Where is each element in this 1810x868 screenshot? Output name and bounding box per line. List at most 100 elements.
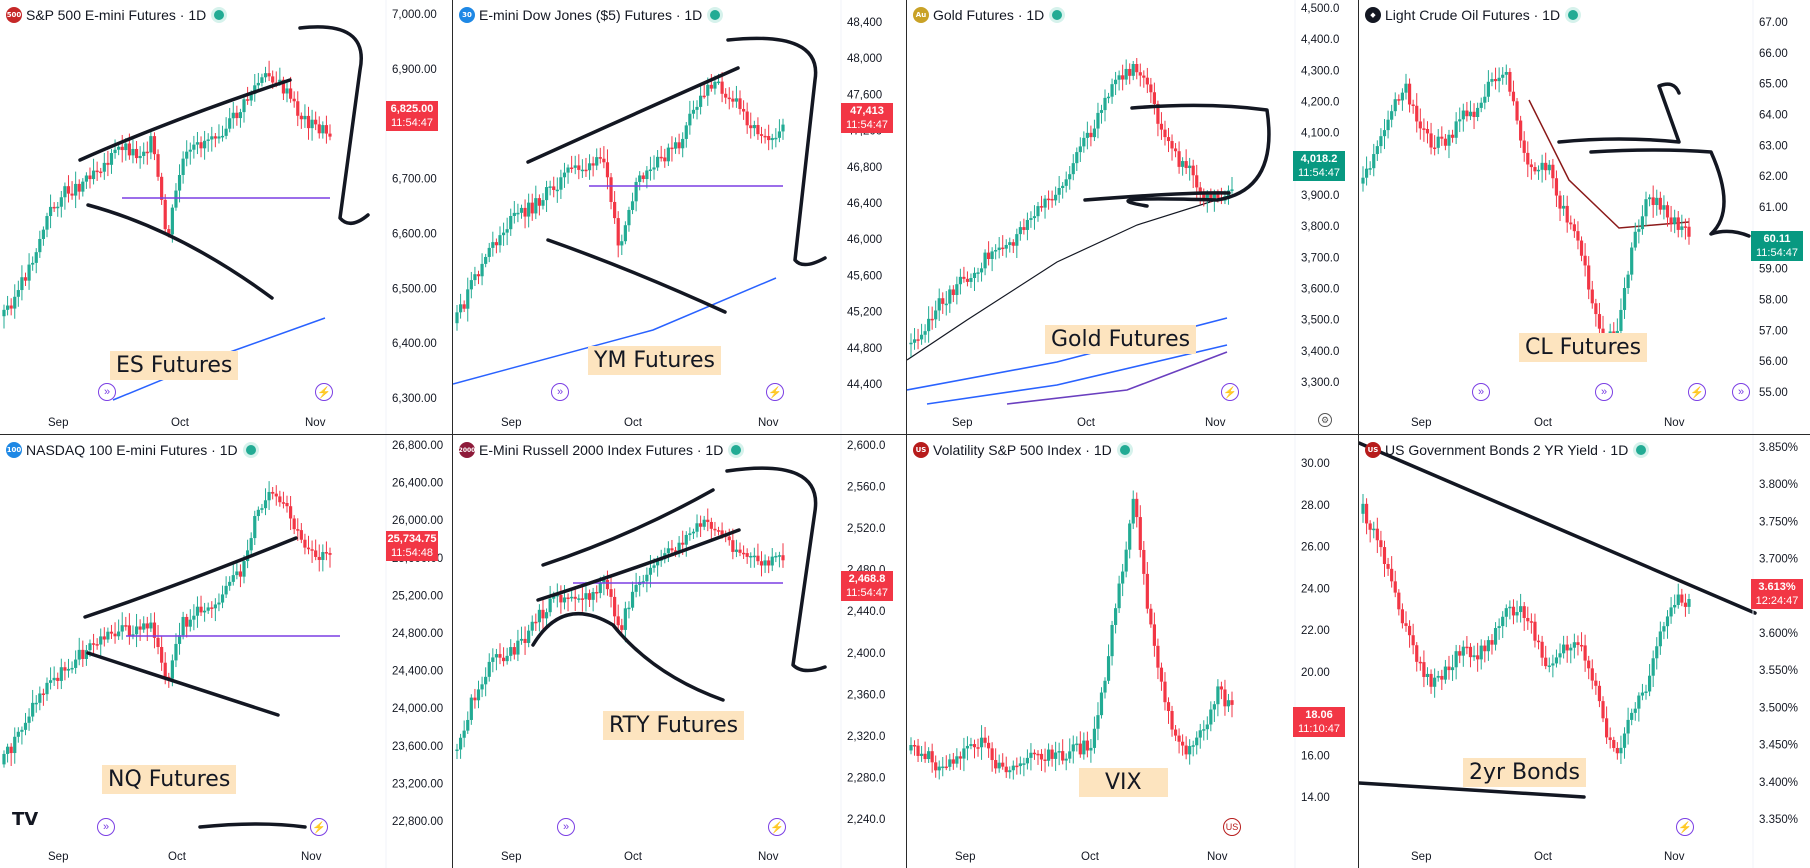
- chart-canvas-gc[interactable]: 4,500.04,400.04,300.04,200.04,100.04,000…: [907, 0, 1358, 434]
- y-axis-tick-label: 3.550%: [1759, 665, 1798, 677]
- settings-icon[interactable]: ⚙: [1318, 413, 1332, 427]
- chart-canvas-rty[interactable]: 2,600.02,560.02,520.02,480.02,440.02,400…: [453, 435, 906, 868]
- candle-body: [81, 181, 85, 192]
- candle-body: [1461, 646, 1465, 656]
- panel-rty[interactable]: 2,600.02,560.02,520.02,480.02,440.02,400…: [453, 435, 906, 868]
- panel-divider[interactable]: [0, 434, 1810, 435]
- chart-canvas-vix[interactable]: 30.0028.0026.0024.0022.0020.0018.0016.00…: [907, 435, 1358, 868]
- candle-body: [1089, 132, 1093, 138]
- candle-body: [1519, 606, 1523, 613]
- panel-es[interactable]: 7,000.006,900.006,800.006,700.006,600.00…: [0, 0, 452, 434]
- candle-body: [138, 626, 142, 630]
- candle-body: [1483, 645, 1487, 652]
- replay-icon[interactable]: »: [1472, 383, 1490, 401]
- replay-icon[interactable]: »: [1732, 383, 1750, 401]
- lightning-icon[interactable]: ⚡: [768, 818, 786, 836]
- candle-body: [1612, 739, 1616, 749]
- panel-header[interactable]: 100 NASDAQ 100 E-mini Futures · 1D: [6, 442, 256, 458]
- x-axis-tick-label: Nov: [1207, 851, 1228, 863]
- lightning-icon[interactable]: ⚡: [1221, 383, 1239, 401]
- candle-body: [1665, 616, 1670, 627]
- panel-header[interactable]: ◆ Light Crude Oil Futures · 1D: [1365, 7, 1579, 23]
- last-price: 25,734.75: [387, 533, 437, 545]
- last-price-tag: 60.11 11:54:47: [1751, 231, 1803, 261]
- chart-canvas-us2y[interactable]: 3.850%3.800%3.750%3.700%3.650%3.600%3.55…: [1359, 435, 1810, 868]
- candle-body: [1436, 136, 1440, 148]
- candle-body: [458, 737, 463, 750]
- candle-body: [1361, 177, 1365, 184]
- lightning-icon[interactable]: ⚡: [1676, 818, 1694, 836]
- panel-gc[interactable]: 4,500.04,400.04,300.04,200.04,100.04,000…: [907, 0, 1358, 434]
- candle-body: [1418, 661, 1422, 664]
- us-flag-icon[interactable]: US: [1223, 818, 1241, 836]
- symbol-title[interactable]: Volatility S&P 500 Index · 1D: [933, 442, 1112, 458]
- panel-cl[interactable]: 67.0066.0065.0064.0063.0062.0061.0060.00…: [1359, 0, 1810, 434]
- candle-body: [641, 175, 645, 180]
- candle-body: [1191, 745, 1195, 747]
- candle-body: [699, 95, 703, 107]
- x-axis-tick-label: Nov: [1664, 851, 1685, 863]
- lightning-icon[interactable]: ⚡: [1688, 383, 1706, 401]
- panel-header[interactable]: 2000 E-Mini Russell 2000 Index Futures ·…: [459, 442, 742, 458]
- panel-header[interactable]: 30 E-mini Dow Jones ($5) Futures · 1D: [459, 7, 721, 23]
- symbol-logo-icon: 30: [459, 7, 475, 23]
- candle-body: [1181, 741, 1185, 746]
- candle-body: [1415, 105, 1419, 122]
- chart-canvas-es[interactable]: 7,000.006,900.006,800.006,700.006,600.00…: [0, 0, 452, 434]
- candle-body: [1096, 112, 1100, 129]
- symbol-logo-icon: Au: [913, 7, 929, 23]
- symbol-title[interactable]: E-Mini Russell 2000 Index Futures · 1D: [479, 442, 724, 458]
- panel-ym[interactable]: 48,40048,00047,60047,20046,80046,40046,0…: [453, 0, 906, 434]
- candle-body: [170, 660, 174, 679]
- candle-body: [285, 88, 289, 94]
- symbol-title[interactable]: Light Crude Oil Futures · 1D: [1385, 7, 1561, 23]
- panel-us2y[interactable]: 3.850%3.800%3.750%3.700%3.650%3.600%3.55…: [1359, 435, 1810, 868]
- candle-body: [253, 516, 257, 539]
- lightning-icon[interactable]: ⚡: [766, 383, 784, 401]
- candle-body: [491, 657, 495, 662]
- x-axis-tick-label: Sep: [955, 851, 975, 863]
- candle-body: [1152, 624, 1156, 646]
- replay-icon[interactable]: »: [551, 383, 569, 401]
- candle-body: [512, 212, 516, 216]
- candle-body: [1443, 666, 1447, 680]
- drawn-trendline: [198, 822, 307, 829]
- candle-body: [591, 591, 595, 600]
- chart-canvas-cl[interactable]: 67.0066.0065.0064.0063.0062.0061.0060.00…: [1359, 0, 1810, 434]
- candle-body: [1540, 641, 1544, 658]
- panel-header[interactable]: 500 S&P 500 E-mini Futures · 1D: [6, 7, 225, 23]
- candle-body: [1422, 662, 1426, 677]
- candle-body: [296, 101, 300, 116]
- candle-body: [484, 256, 488, 264]
- candle-body: [948, 759, 952, 767]
- symbol-title[interactable]: S&P 500 E-mini Futures · 1D: [26, 7, 207, 23]
- panel-header[interactable]: Au Gold Futures · 1D: [913, 7, 1063, 23]
- replay-icon[interactable]: »: [97, 818, 115, 836]
- lightning-icon[interactable]: ⚡: [310, 818, 328, 836]
- candle-body: [613, 596, 617, 617]
- replay-icon[interactable]: »: [98, 383, 116, 401]
- chart-canvas-nq[interactable]: 26,800.0026,400.0026,000.0025,600.0025,2…: [0, 435, 452, 868]
- panel-vix[interactable]: 30.0028.0026.0024.0022.0020.0018.0016.00…: [907, 435, 1358, 868]
- panel-header[interactable]: US US Government Bonds 2 YR Yield · 1D: [1365, 442, 1647, 458]
- x-axis-tick-label: Oct: [168, 851, 187, 863]
- replay-icon[interactable]: »: [557, 818, 575, 836]
- symbol-title[interactable]: E-mini Dow Jones ($5) Futures · 1D: [479, 7, 703, 23]
- lightning-icon[interactable]: ⚡: [315, 383, 333, 401]
- chart-canvas-ym[interactable]: 48,40048,00047,60047,20046,80046,40046,0…: [453, 0, 906, 434]
- panel-header[interactable]: US Volatility S&P 500 Index · 1D: [913, 442, 1130, 458]
- chart-annotation-label: Gold Futures: [1045, 325, 1197, 354]
- y-axis-tick-label: 2,280.0: [847, 772, 885, 784]
- candle-body: [195, 142, 200, 145]
- candle-body: [156, 637, 160, 648]
- replay-icon[interactable]: »: [1595, 383, 1613, 401]
- symbol-title[interactable]: US Government Bonds 2 YR Yield · 1D: [1385, 442, 1629, 458]
- symbol-title[interactable]: NASDAQ 100 E-mini Futures · 1D: [26, 442, 238, 458]
- candle-body: [1205, 193, 1209, 200]
- symbol-title[interactable]: Gold Futures · 1D: [933, 7, 1045, 23]
- candle-body: [52, 677, 56, 681]
- candle-body: [1472, 111, 1476, 117]
- panel-nq[interactable]: 26,800.0026,400.0026,000.0025,600.0025,2…: [0, 435, 452, 868]
- candle-body: [1443, 138, 1447, 146]
- candle-body: [310, 549, 314, 551]
